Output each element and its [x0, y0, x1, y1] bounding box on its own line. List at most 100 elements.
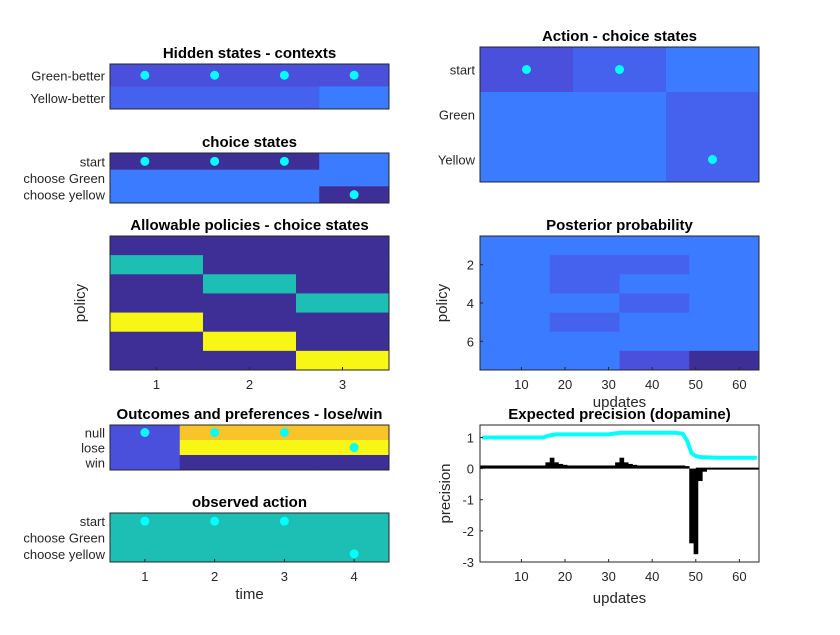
heatmap-cell: [110, 529, 181, 547]
heatmap-cell: [249, 455, 320, 471]
marker-dot: [210, 70, 220, 80]
heatmap-cell: [203, 274, 297, 294]
precision-bar: [628, 463, 633, 469]
heatmap-cell: [619, 331, 690, 352]
heatmap-cell: [110, 440, 181, 456]
heatmap-cell: [319, 513, 390, 530]
precision-bar: [610, 465, 616, 469]
plot-frame: [109, 424, 390, 471]
heatmap-cell: [296, 274, 390, 294]
x-tick-label: 3: [339, 377, 346, 392]
heatmap-cell: [319, 153, 390, 171]
heatmap-policies: Allowable policies - choice states 1 2 3 pol…: [72, 217, 390, 392]
y-tick-label: 1: [467, 430, 474, 445]
heatmap-choice: choice states start choose Green choose yel…: [23, 134, 390, 204]
heatmap-cell: [203, 255, 297, 275]
precision-bar: [510, 465, 516, 469]
x-axis-label: time: [235, 586, 263, 603]
precision-bar: [549, 457, 555, 469]
heatmap-cell: [249, 86, 320, 110]
heatmap-cell: [110, 255, 204, 275]
y-tick-label: -1: [462, 493, 474, 508]
heatmap-cell: [549, 331, 620, 352]
heatmap-cell: [110, 545, 181, 563]
heatmap-cell: [179, 455, 250, 471]
precision-bar: [488, 465, 494, 469]
x-tick-label: 40: [645, 377, 659, 392]
heatmap-cell: [689, 274, 760, 294]
precision-bar: [554, 462, 559, 469]
y-tick-label: -2: [462, 524, 474, 539]
heatmap-cell: [203, 312, 297, 333]
marker-dot: [349, 70, 359, 80]
marker-dot: [279, 516, 289, 526]
precision-bar: [501, 465, 507, 469]
precision-bar: [623, 462, 629, 469]
precision-bar: [562, 464, 568, 469]
heatmap-cell: [319, 455, 390, 471]
heatmap-cell: [549, 274, 620, 294]
heatmap-cell: [110, 455, 181, 471]
heatmap-cell: [480, 293, 551, 314]
x-tick-label: 60: [732, 569, 746, 584]
heatmap-cell: [549, 312, 620, 333]
row-label: choose Green: [23, 171, 105, 186]
heatmap-cell: [203, 293, 297, 314]
precision-bar: [684, 466, 690, 469]
precision-bar: [480, 465, 485, 469]
marker-dot: [279, 156, 289, 166]
heatmap-cell: [110, 331, 204, 352]
plot-frame: [479, 424, 760, 563]
heatmap-cell: [203, 331, 297, 352]
heatmap-cell: [179, 186, 250, 204]
precision-bar: [597, 465, 603, 469]
marker-dot: [210, 428, 220, 437]
x-tick-label: 20: [558, 569, 572, 584]
precision-bar: [645, 465, 651, 469]
row-label: start: [450, 63, 476, 78]
heatmap-hidden: Hidden states - contexts Green-better Yell…: [30, 45, 390, 110]
y-tick-label: 0: [467, 462, 474, 477]
heatmap-cell: [480, 350, 551, 371]
x-tick-label: 50: [689, 377, 703, 392]
heatmap-cell: [179, 529, 250, 547]
precision-bar: [493, 465, 498, 469]
heatmap-cell: [480, 255, 551, 275]
heatmap-cell: [179, 169, 250, 187]
heatmap-cell: [573, 137, 667, 183]
marker-dot: [140, 156, 150, 166]
heatmap-cell: [619, 350, 690, 371]
heatmap-cell: [549, 350, 620, 371]
precision-bar: [588, 465, 594, 469]
y-axis-label: policy: [434, 283, 451, 322]
heatmap-cell: [296, 255, 390, 275]
heatmap-cell: [480, 137, 574, 183]
precision-bar: [693, 468, 699, 555]
heatmap-cell: [689, 312, 760, 333]
heatmap-cell: [549, 236, 620, 256]
marker-dot: [279, 428, 289, 437]
plot-frame: [109, 152, 390, 204]
x-tick-label: 40: [645, 569, 659, 584]
plot-frame: [479, 46, 760, 183]
precision-bar: [667, 465, 673, 469]
heatmap-action: Action - choice states start Green Yellow: [438, 28, 760, 183]
heatmap-cell: [619, 255, 690, 275]
heatmap-cell: [319, 86, 390, 110]
heatmap-cell: [296, 331, 390, 352]
precision-bar: [567, 465, 572, 469]
row-label: lose: [81, 441, 105, 456]
precision-bar: [536, 465, 542, 469]
precision-bar: [650, 465, 655, 469]
row-label: start: [80, 154, 106, 169]
precision-bar: [558, 463, 564, 469]
precision-bar: [658, 465, 664, 469]
precision-line: [482, 430, 757, 460]
marker-dot: [210, 156, 220, 166]
heatmap-cell: [480, 236, 551, 256]
heatmap-cell: [619, 236, 690, 256]
row-label: Yellow-better: [30, 91, 105, 106]
heatmap-cell: [319, 425, 390, 441]
plot-background: [480, 425, 759, 562]
